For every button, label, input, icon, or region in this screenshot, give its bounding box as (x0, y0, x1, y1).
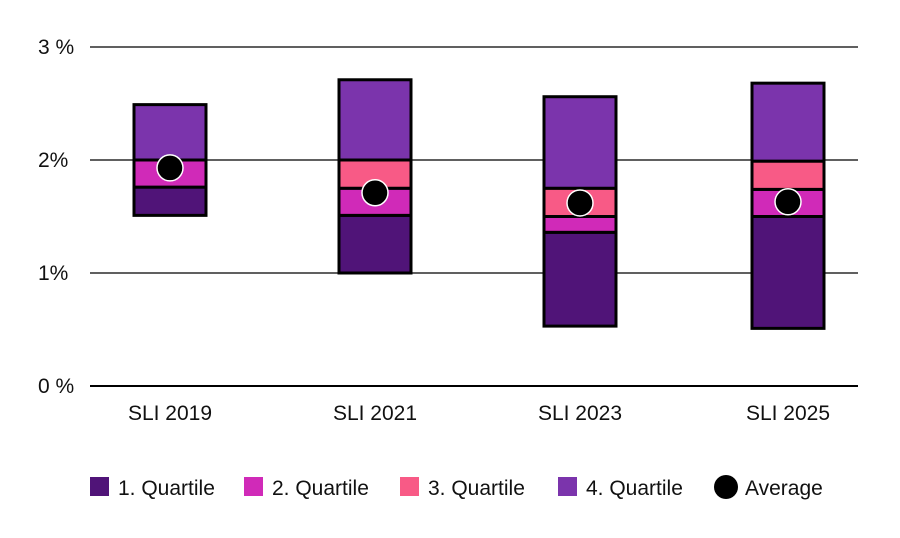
bar-segment (542, 215, 618, 234)
bar-segment (132, 103, 208, 162)
bar-segment (337, 78, 413, 162)
bar-segment (337, 213, 413, 275)
legend-swatch (90, 477, 109, 496)
average-marker (156, 154, 184, 182)
legend-label: 2. Quartile (272, 477, 369, 500)
y-tick-label: 2% (38, 149, 68, 172)
legend-label: 1. Quartile (118, 477, 215, 500)
y-tick-label: 0 % (38, 375, 74, 398)
legend-label: 4. Quartile (586, 477, 683, 500)
legend-label: Average (745, 477, 823, 500)
bar-segment (132, 185, 208, 217)
legend-swatch (558, 477, 577, 496)
legend-swatch (244, 477, 263, 496)
x-tick-label: SLI 2021 (333, 402, 417, 425)
x-tick-label: SLI 2019 (128, 402, 212, 425)
x-tick-label: SLI 2025 (746, 402, 830, 425)
y-tick-label: 3 % (38, 36, 74, 59)
average-marker (566, 189, 594, 217)
bar-segment (750, 159, 826, 191)
bar-segment (750, 81, 826, 163)
average-marker (361, 179, 389, 207)
y-tick-label: 1% (38, 262, 68, 285)
legend-label: 3. Quartile (428, 477, 525, 500)
average-marker (774, 188, 802, 216)
x-tick-label: SLI 2023 (538, 402, 622, 425)
bar-segment (542, 95, 618, 190)
bar-segment (750, 215, 826, 330)
legend-swatch (400, 477, 419, 496)
bar-segment (542, 230, 618, 328)
legend-swatch (714, 475, 738, 499)
